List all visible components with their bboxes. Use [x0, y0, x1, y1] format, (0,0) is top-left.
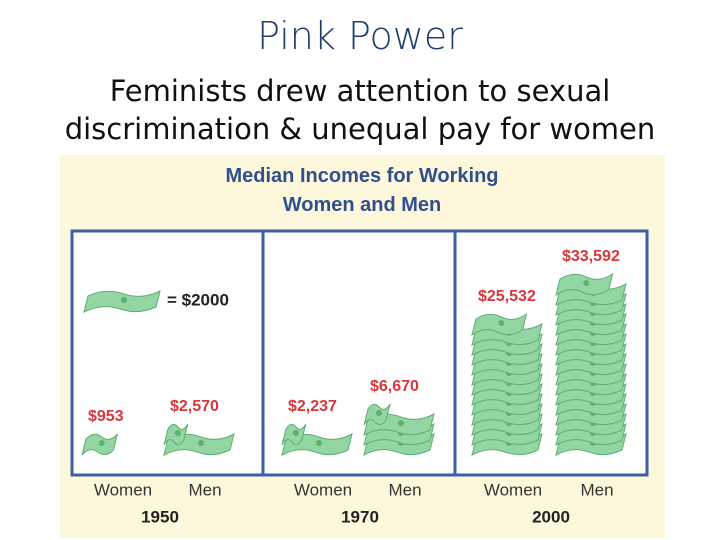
slide-title: Pink Power	[257, 14, 463, 58]
value-label: $25,532	[478, 288, 536, 305]
bill-stack	[81, 433, 118, 456]
series-label: Women	[294, 480, 352, 499]
value-label: $953	[88, 408, 124, 425]
bill-seal	[398, 420, 404, 426]
value-label: $2,570	[170, 398, 219, 415]
value-label: $2,237	[288, 398, 337, 415]
chart-title: Median Incomes for Working Women and Men	[225, 165, 499, 216]
bill-stack	[163, 423, 235, 456]
value-label: $33,592	[562, 248, 620, 265]
bill-seal	[498, 320, 505, 326]
series-label: Women	[484, 480, 542, 499]
bill-seal	[174, 430, 181, 436]
value-label: $6,670	[370, 378, 419, 395]
slide-subtitle: Feminists drew attention to sexual discr…	[64, 74, 656, 146]
year-label: 2000	[532, 507, 570, 526]
series-label: Men	[388, 480, 421, 499]
bill-seal	[292, 430, 299, 436]
series-label: Men	[580, 480, 613, 499]
bill-seal	[583, 280, 590, 286]
bill-stack	[555, 272, 627, 456]
unit-label: = $2000	[167, 290, 229, 309]
bill-seal	[376, 410, 383, 416]
series-label: Women	[94, 480, 152, 499]
unit-key	[83, 290, 161, 313]
bill-stack	[363, 403, 435, 456]
bill-seal	[316, 440, 322, 446]
bill-seal	[198, 440, 204, 446]
bill-stack	[471, 312, 543, 456]
bill-seal	[98, 440, 105, 446]
bill-seal	[121, 297, 127, 303]
bill-stack	[281, 423, 353, 456]
year-label: 1970	[341, 507, 379, 526]
year-label: 1950	[141, 507, 179, 526]
series-label: Men	[188, 480, 221, 499]
